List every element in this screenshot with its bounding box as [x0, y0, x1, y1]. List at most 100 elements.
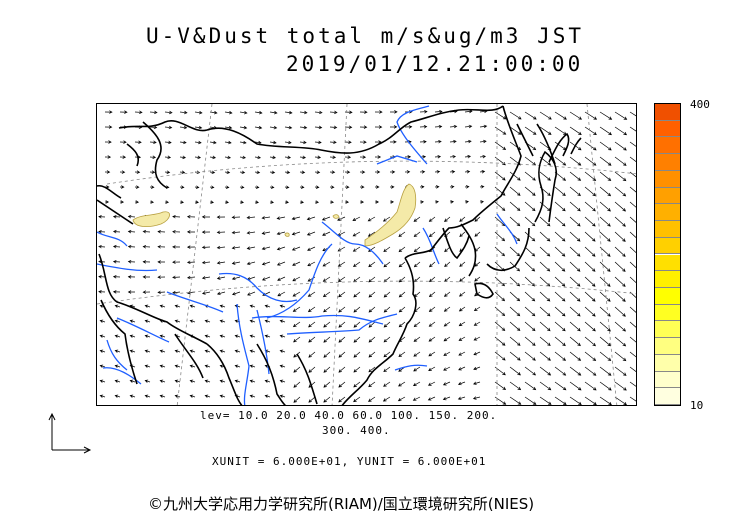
- wind-arrow: [194, 125, 203, 130]
- wind-arrow: [629, 246, 636, 254]
- wind-arrow: [614, 216, 626, 227]
- wind-arrow: [413, 246, 421, 253]
- wind-arrow: [99, 319, 106, 323]
- wind-arrow: [149, 140, 157, 145]
- wind-arrow: [249, 304, 256, 308]
- wind-arrow: [584, 231, 596, 242]
- wind-arrow: [254, 110, 263, 115]
- wind-arrow: [539, 216, 551, 227]
- wind-arrow: [144, 364, 151, 368]
- wind-arrow: [224, 200, 229, 204]
- wind-arrow: [359, 110, 368, 114]
- coastlines: [97, 105, 582, 405]
- wind-arrow: [127, 214, 136, 219]
- wind-arrow: [307, 291, 316, 297]
- wind-arrow: [479, 169, 486, 174]
- wind-arrow: [299, 200, 305, 204]
- wind-arrow: [164, 200, 170, 204]
- wind-arrow: [383, 261, 391, 268]
- wind-arrow: [389, 200, 395, 204]
- wind-arrow: [179, 200, 185, 204]
- wind-arrow: [231, 246, 241, 250]
- wind-arrow: [149, 125, 158, 130]
- wind-arrow: [524, 351, 536, 361]
- wind-arrow: [144, 334, 151, 338]
- wind-arrow: [352, 246, 361, 252]
- wind-arrow: [554, 156, 567, 166]
- wind-arrow: [344, 170, 351, 174]
- wind-arrow: [219, 349, 226, 353]
- wind-arrow: [249, 319, 256, 323]
- wind-arrow: [209, 170, 216, 175]
- wind-arrow: [279, 334, 286, 338]
- colorbar-segment: [655, 338, 680, 355]
- wind-arrow: [114, 334, 121, 338]
- graticule: [97, 104, 636, 405]
- wind-arrow: [314, 170, 321, 174]
- wind-arrow: [539, 111, 552, 120]
- contour-levels-line1: lev= 10.0 20.0 40.0 60.0 100. 150. 200.: [200, 409, 498, 422]
- wind-arrow: [337, 231, 346, 237]
- wind-arrow: [383, 381, 391, 387]
- wind-arrow: [172, 260, 181, 264]
- wind-arrow: [584, 246, 596, 257]
- wind-arrow: [99, 379, 106, 383]
- wind-arrow: [494, 246, 506, 257]
- wind-arrow: [308, 351, 316, 358]
- wind-arrow: [314, 200, 320, 204]
- wind-arrow: [219, 319, 226, 323]
- wind-arrow: [443, 366, 451, 371]
- wind-arrow: [329, 155, 337, 159]
- wind-arrow: [464, 170, 471, 174]
- wind-arrow: [359, 200, 365, 204]
- wind-arrow: [459, 276, 466, 282]
- wind-arrow: [509, 321, 521, 332]
- wind-arrow: [119, 155, 127, 159]
- wind-arrow: [554, 111, 567, 120]
- wind-arrow: [614, 321, 626, 332]
- wind-arrow: [279, 379, 286, 383]
- wind-arrow: [599, 171, 612, 182]
- wind-arrow: [234, 349, 241, 353]
- wind-arrow: [458, 306, 466, 312]
- wind-arrow: [428, 321, 436, 327]
- wind-arrow: [428, 291, 436, 298]
- wind-arrow: [443, 291, 451, 297]
- wind-arrow: [404, 125, 413, 129]
- wind-arrow: [174, 319, 181, 323]
- wind-arrow: [279, 319, 286, 323]
- wind-arrow: [554, 186, 566, 197]
- wind-arrow: [172, 275, 181, 280]
- wind-arrow: [204, 364, 211, 368]
- wind-arrow: [323, 336, 331, 343]
- wind-arrow: [442, 381, 451, 386]
- wind-arrow: [314, 155, 322, 160]
- wind-arrow: [434, 200, 440, 204]
- wind-arrow: [398, 246, 406, 253]
- wind-arrow: [554, 321, 566, 332]
- wind-arrow: [114, 319, 121, 323]
- wind-arrow: [449, 200, 455, 204]
- wind-arrow: [157, 245, 166, 249]
- wind-arrow: [344, 110, 353, 114]
- wind-arrow: [284, 185, 290, 189]
- wind-arrow: [353, 381, 361, 388]
- wind-arrow: [209, 140, 217, 145]
- wind-arrow: [104, 200, 110, 204]
- wind-arrow: [239, 185, 245, 189]
- wind-arrow: [494, 141, 507, 150]
- wind-arrow: [159, 364, 166, 368]
- colorbar-segment: [655, 221, 680, 238]
- wind-arrow: [539, 261, 551, 272]
- wind-arrow: [194, 155, 202, 160]
- wind-arrow: [569, 171, 582, 181]
- wind-arrow: [291, 231, 301, 236]
- wind-arrow: [629, 306, 636, 313]
- wind-arrow: [473, 306, 481, 312]
- wind-arrow: [509, 246, 521, 257]
- wind-arrow: [359, 155, 367, 159]
- wind-arrow: [224, 125, 233, 130]
- wind-arrow: [269, 125, 278, 130]
- wind-arrow: [473, 336, 481, 341]
- copyright-credit: ©九州大学応用力学研究所(RIAM)/国立環境研究所(NIES): [148, 495, 535, 513]
